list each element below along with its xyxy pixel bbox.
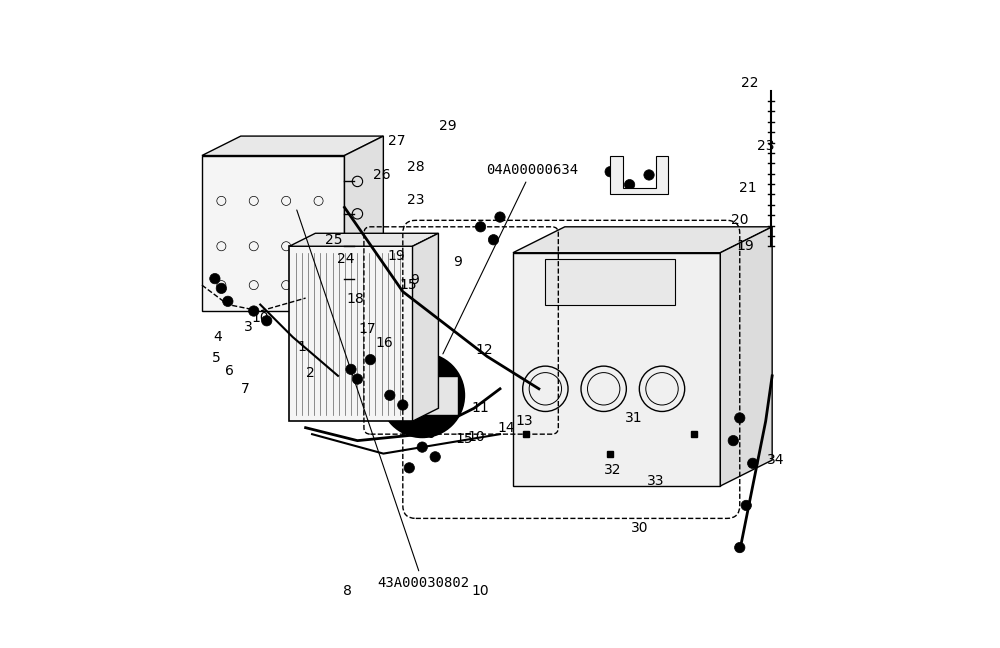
Text: 29: 29 [439,119,457,133]
Polygon shape [610,156,668,194]
Text: 8: 8 [343,584,352,598]
Text: 7: 7 [241,382,250,396]
Text: 19: 19 [387,249,405,263]
Text: 10: 10 [471,584,489,598]
Text: 21: 21 [739,181,756,195]
Text: 17: 17 [358,322,376,336]
Text: 14: 14 [498,421,515,435]
Text: 23: 23 [757,139,774,153]
Polygon shape [202,156,344,311]
Circle shape [495,212,505,222]
Text: 12: 12 [476,343,493,357]
Text: 11: 11 [472,401,489,415]
Text: 2: 2 [306,365,315,380]
Circle shape [488,235,499,245]
Circle shape [210,273,220,284]
Text: 26: 26 [373,168,391,182]
Text: 4: 4 [214,330,222,344]
Circle shape [417,442,427,452]
Polygon shape [289,233,438,246]
Text: 10: 10 [468,430,485,445]
Circle shape [216,283,227,294]
Polygon shape [513,227,772,253]
Text: 18: 18 [346,292,364,307]
Circle shape [735,413,745,423]
Circle shape [741,500,751,511]
Polygon shape [202,136,383,156]
Text: 5: 5 [212,351,221,365]
Circle shape [380,353,464,437]
Text: 15: 15 [399,278,417,292]
Circle shape [385,390,395,400]
Text: 04A00000634: 04A00000634 [443,163,578,354]
Circle shape [404,463,414,473]
Circle shape [223,296,233,307]
Text: 10: 10 [419,427,436,441]
Circle shape [624,179,635,190]
Text: 16: 16 [376,336,394,351]
Text: 28: 28 [407,160,425,174]
Polygon shape [387,376,458,415]
Text: 27: 27 [388,134,405,148]
Text: 3: 3 [244,320,253,334]
Text: 32: 32 [604,463,622,477]
Text: 25: 25 [325,233,342,247]
Polygon shape [344,136,383,311]
Text: 9: 9 [453,255,462,270]
Circle shape [365,354,376,365]
Circle shape [748,458,758,469]
Circle shape [393,366,451,424]
Text: 20: 20 [731,213,749,227]
Text: 15: 15 [456,432,473,446]
Circle shape [398,400,408,410]
Polygon shape [413,233,438,421]
Text: 22: 22 [741,76,759,90]
Circle shape [346,364,356,375]
Text: 33: 33 [647,474,664,489]
Circle shape [249,306,259,316]
Text: 23: 23 [407,192,425,207]
Text: 9: 9 [410,273,419,287]
Circle shape [352,374,363,384]
Text: 43A00030802: 43A00030802 [297,210,469,590]
Text: 19: 19 [736,239,754,253]
Circle shape [262,316,272,326]
Polygon shape [513,253,720,486]
Circle shape [475,222,486,232]
Text: 10: 10 [251,310,269,325]
Text: 30: 30 [631,521,648,535]
Circle shape [605,167,615,177]
Circle shape [735,542,745,553]
Text: 34: 34 [767,453,784,467]
Circle shape [644,170,654,180]
Polygon shape [720,227,772,486]
Polygon shape [289,246,413,421]
Text: 31: 31 [625,411,642,425]
Text: 13: 13 [516,414,533,428]
Text: 1: 1 [298,340,307,354]
Circle shape [728,435,738,446]
Text: 24: 24 [337,252,355,266]
Text: 6: 6 [225,364,234,378]
Polygon shape [545,259,675,305]
Circle shape [430,452,440,462]
